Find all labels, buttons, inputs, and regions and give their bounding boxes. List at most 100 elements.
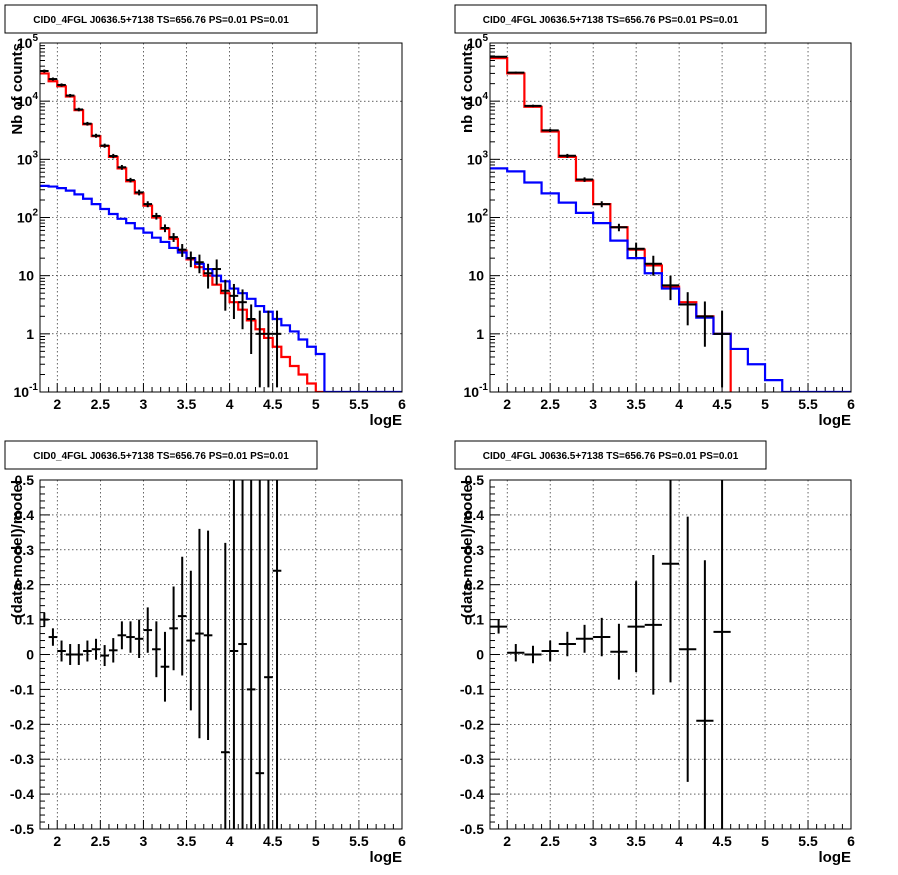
x-tick-label: 2.5 bbox=[91, 833, 111, 849]
y-tick-label: 10 bbox=[18, 268, 34, 284]
x-tick-label: 3.5 bbox=[177, 833, 197, 849]
chart-title: CID0_4FGL J0636.5+7138 TS=656.76 PS=0.01… bbox=[483, 15, 739, 26]
y-tick-label: 0.1 bbox=[465, 612, 485, 628]
y-tick-label: 1 bbox=[26, 326, 34, 342]
pad-residual-left: CID0_4FGL J0636.5+7138 TS=656.76 PS=0.01… bbox=[4, 440, 406, 866]
x-tick-label: 4.5 bbox=[263, 396, 283, 412]
pad-counts-right: CID0_4FGL J0636.5+7138 TS=656.76 PS=0.01… bbox=[454, 4, 855, 429]
x-axis-title: logE bbox=[819, 412, 852, 429]
x-axis-title: logE bbox=[819, 849, 852, 866]
grid bbox=[490, 43, 851, 392]
plot-area bbox=[40, 480, 282, 829]
x-tick-label: 5 bbox=[312, 396, 320, 412]
model-source-step bbox=[490, 167, 851, 392]
x-tick-label: 5 bbox=[761, 833, 769, 849]
x-axis-title: logE bbox=[370, 849, 403, 866]
title-box bbox=[4, 440, 318, 470]
y-tick-label: -0.2 bbox=[460, 716, 484, 732]
y-tick-label: 103 bbox=[17, 149, 39, 167]
y-tick-label: -0.3 bbox=[10, 751, 34, 767]
y-tick-label: -0.5 bbox=[10, 821, 34, 837]
y-tick-label: -0.4 bbox=[10, 786, 34, 802]
x-tick-label: 3.5 bbox=[626, 396, 646, 412]
y-tick-label: 0.4 bbox=[465, 507, 485, 523]
title-box bbox=[454, 440, 767, 470]
y-tick-label: 0.2 bbox=[15, 577, 35, 593]
y-axis-title: nb of counts bbox=[459, 43, 476, 133]
plot-area bbox=[490, 480, 731, 829]
pad-counts-left: CID0_4FGL J0636.5+7138 TS=656.76 PS=0.01… bbox=[4, 4, 406, 429]
y-axis-title: (data-model)/model bbox=[459, 480, 476, 618]
x-tick-label: 2.5 bbox=[540, 396, 560, 412]
y-tick-label: -0.2 bbox=[10, 716, 34, 732]
y-tick-label: 10 bbox=[468, 268, 484, 284]
x-tick-label: 4 bbox=[226, 396, 234, 412]
axis-ticks bbox=[489, 45, 852, 393]
x-tick-label: 5.5 bbox=[349, 396, 369, 412]
axis-ticks bbox=[39, 45, 403, 393]
model-total-step bbox=[40, 72, 325, 392]
y-tick-label: -0.3 bbox=[460, 751, 484, 767]
x-tick-label: 2 bbox=[503, 833, 511, 849]
grid bbox=[40, 43, 402, 392]
y-tick-label: 10-1 bbox=[14, 382, 39, 400]
plot-area bbox=[490, 55, 851, 392]
y-tick-label: 104 bbox=[17, 91, 39, 109]
plot-frame bbox=[39, 479, 403, 830]
y-tick-label: 0.5 bbox=[465, 472, 485, 488]
x-tick-label: 3 bbox=[140, 396, 148, 412]
plot-frame bbox=[39, 42, 403, 393]
x-tick-label: 5.5 bbox=[798, 396, 818, 412]
y-tick-label: 0.3 bbox=[15, 542, 35, 558]
x-tick-label: 5 bbox=[312, 833, 320, 849]
x-tick-label: 4.5 bbox=[712, 833, 732, 849]
y-tick-label: -0.1 bbox=[460, 681, 484, 697]
y-tick-label: -0.4 bbox=[460, 786, 484, 802]
y-tick-label: 0.1 bbox=[15, 612, 35, 628]
y-tick-label: -0.1 bbox=[10, 681, 34, 697]
x-tick-label: 4 bbox=[675, 833, 683, 849]
x-tick-label: 2 bbox=[53, 833, 61, 849]
x-tick-label: 5.5 bbox=[349, 833, 369, 849]
plot-frame bbox=[489, 479, 852, 830]
x-tick-label: 6 bbox=[398, 396, 406, 412]
y-tick-label: 102 bbox=[467, 208, 489, 226]
y-tick-label: 104 bbox=[467, 91, 489, 109]
x-tick-label: 3 bbox=[589, 396, 597, 412]
y-tick-label: 105 bbox=[467, 33, 489, 51]
y-axis-title: Nb of counts bbox=[9, 43, 26, 135]
x-tick-label: 3.5 bbox=[177, 396, 197, 412]
x-tick-label: 6 bbox=[847, 396, 855, 412]
x-tick-label: 3 bbox=[589, 833, 597, 849]
plot-area bbox=[40, 69, 402, 392]
x-tick-label: 4.5 bbox=[712, 396, 732, 412]
y-tick-label: 105 bbox=[17, 33, 39, 51]
chart-title: CID0_4FGL J0636.5+7138 TS=656.76 PS=0.01… bbox=[33, 15, 289, 26]
y-tick-label: -0.5 bbox=[460, 821, 484, 837]
grid bbox=[40, 480, 402, 829]
chart-title: CID0_4FGL J0636.5+7138 TS=656.76 PS=0.01… bbox=[483, 451, 739, 462]
x-tick-label: 5 bbox=[761, 396, 769, 412]
x-tick-label: 4.5 bbox=[263, 833, 283, 849]
plot-frame bbox=[489, 42, 852, 393]
y-tick-label: 0 bbox=[476, 647, 484, 663]
y-tick-label: 0 bbox=[26, 647, 34, 663]
grid bbox=[490, 480, 851, 829]
x-tick-label: 2 bbox=[53, 396, 61, 412]
model-source-step bbox=[40, 184, 402, 392]
x-tick-label: 6 bbox=[398, 833, 406, 849]
x-tick-label: 6 bbox=[847, 833, 855, 849]
y-tick-label: 0.5 bbox=[15, 472, 35, 488]
y-tick-label: 10-1 bbox=[464, 382, 489, 400]
x-tick-label: 5.5 bbox=[798, 833, 818, 849]
x-tick-label: 4 bbox=[226, 833, 234, 849]
title-box bbox=[454, 4, 767, 34]
x-axis-title: logE bbox=[370, 412, 403, 429]
x-tick-label: 2 bbox=[503, 396, 511, 412]
y-tick-label: 0.3 bbox=[465, 542, 485, 558]
x-tick-label: 4 bbox=[675, 396, 683, 412]
x-tick-label: 3.5 bbox=[626, 833, 646, 849]
y-tick-label: 0.4 bbox=[15, 507, 35, 523]
y-tick-label: 0.2 bbox=[465, 577, 485, 593]
